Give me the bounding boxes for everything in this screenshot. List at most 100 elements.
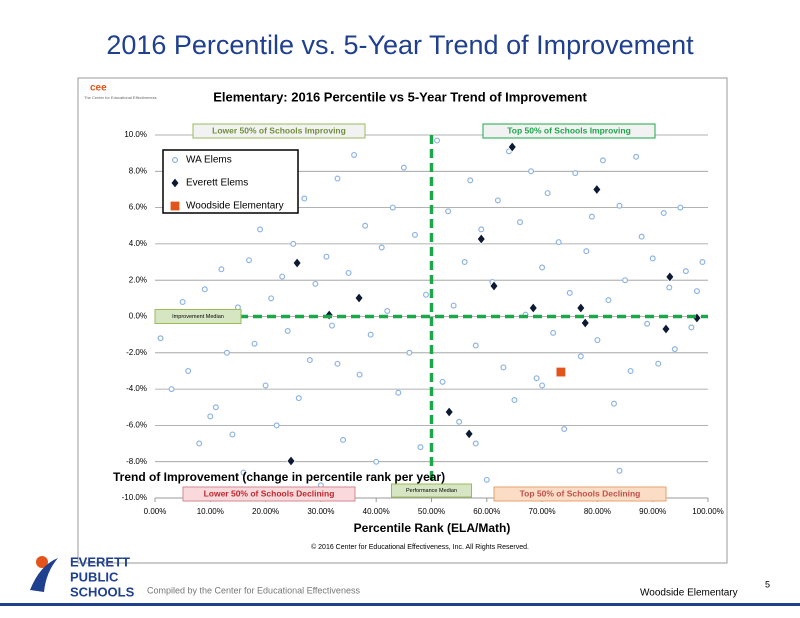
point [616,467,623,474]
point [472,440,479,447]
point [688,324,695,331]
point [456,418,463,425]
point [284,328,291,335]
point [649,255,656,262]
point [467,177,474,184]
point [461,259,468,266]
point [476,233,486,245]
source-logo: cee [90,83,107,94]
point [290,240,297,247]
point [212,404,219,411]
point [406,349,413,356]
x-tick-label: 20.00% [252,507,279,516]
point [395,389,402,396]
point [273,422,280,429]
median-label: Improvement Median [172,314,224,320]
footer-compiled: Compiled by the Center for Educational E… [147,585,360,595]
point [622,277,629,284]
point [572,170,579,177]
point [550,329,557,336]
point [439,378,446,385]
point [511,396,518,403]
x-axis-title: Percentile Rank (ELA/Math) [354,521,511,535]
point [599,157,606,164]
point [196,440,203,447]
point [605,297,612,304]
point [389,204,396,211]
point [489,280,499,292]
point [445,208,452,215]
legend-label: Woodside Elementary [186,201,284,212]
point [400,164,407,171]
point [478,226,485,233]
point [588,213,595,220]
point [516,219,523,226]
point [411,231,418,238]
point [328,322,335,329]
point [354,292,364,304]
point [500,364,507,371]
legend-marker [172,157,179,164]
legend-marker [169,200,181,212]
copyright: © 2016 Center for Educational Effectiven… [311,543,529,551]
point [677,204,684,211]
point [580,317,590,329]
point [417,444,424,451]
point [373,458,380,465]
point [301,195,308,202]
point [240,469,247,476]
point [592,183,602,196]
point [367,331,374,338]
point [507,141,517,153]
point [583,248,590,255]
logo-line: PUBLIC [70,569,119,584]
y-tick-label: 8.0% [129,166,147,175]
point [201,286,208,293]
x-tick-label: 40.00% [363,507,390,516]
point [450,302,457,309]
point [434,137,441,144]
point [179,298,186,305]
point [483,476,490,483]
point [251,340,258,347]
x-tick-label: 50.00% [418,507,445,516]
point [334,360,341,367]
logo-line: SCHOOLS [70,584,135,599]
point [699,259,706,266]
page-number: 5 [765,579,770,589]
point [246,257,253,264]
point [660,210,667,217]
slide-title: 2016 Percentile vs. 5-Year Trend of Impr… [106,30,694,60]
point [577,353,584,360]
point [229,431,236,438]
point [693,288,700,295]
x-tick-label: 90.00% [639,507,666,516]
point [494,197,501,204]
point [218,266,225,273]
point [384,308,391,315]
y-tick-label: -8.0% [126,457,147,466]
footer-bar [0,603,800,606]
legend-marker [170,177,180,189]
point [655,360,662,367]
district-logo [30,556,58,592]
point [340,436,347,443]
point [594,337,601,344]
point [464,428,474,440]
x-tick-label: 0.00% [144,507,167,516]
point [576,302,586,314]
point [257,226,264,233]
footer-school: Woodside Elementary [640,588,738,599]
point [356,371,363,378]
point [345,269,352,276]
point [561,426,568,433]
quadrant-label: Top 50% of Schools Improving [507,125,631,135]
legend-label: WA Elems [186,155,232,166]
x-tick-label: 60.00% [473,507,500,516]
x-tick-label: 30.00% [307,507,334,516]
point [566,289,573,296]
quadrant-label: Top 50% of Schools Declining [520,488,641,498]
point [671,346,678,353]
quadrant-label-box [192,123,366,139]
y-tick-label: -6.0% [126,421,147,430]
